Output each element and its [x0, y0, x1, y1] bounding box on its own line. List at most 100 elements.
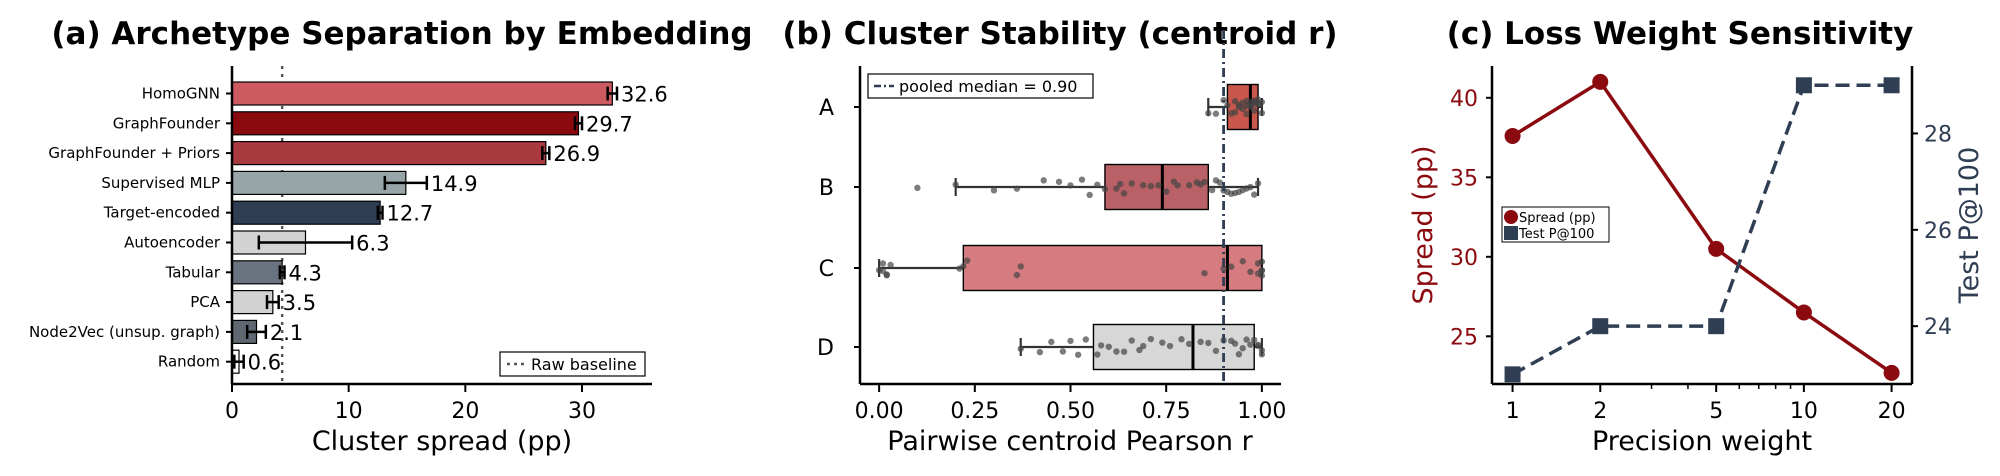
panel-a-title: (a) Archetype Separation by Embedding	[51, 16, 752, 52]
data-point	[1105, 343, 1112, 350]
legend: Spread (pp) Test P@100	[1501, 206, 1610, 243]
data-point	[1155, 182, 1162, 189]
data-point	[1162, 188, 1170, 195]
data-point	[1040, 177, 1047, 184]
x-tick-label: 20	[1878, 399, 1906, 424]
data-point	[887, 261, 894, 269]
data-point	[1247, 268, 1254, 276]
data-point	[1251, 336, 1258, 344]
x-axis-label: Pairwise centroid Pearson r	[887, 426, 1253, 457]
data-point	[914, 184, 921, 192]
y-ticks-left: 25 30 35 40	[1450, 87, 1492, 350]
box	[1092, 323, 1255, 371]
y-tick-label: 28	[1924, 122, 1952, 147]
data-point	[1205, 339, 1212, 347]
data-point	[1258, 109, 1266, 117]
x-tick-label: 20	[451, 399, 479, 424]
category-label: C	[819, 257, 834, 282]
data-point	[1159, 339, 1166, 346]
data-point	[1094, 351, 1101, 358]
x-tick-label: 0.00	[855, 399, 904, 424]
category-label: A	[819, 96, 834, 121]
data-point	[1504, 127, 1521, 144]
data-point	[1228, 263, 1235, 270]
data-point	[1883, 77, 1900, 94]
x-tick-label: 0	[225, 399, 239, 424]
data-point	[1239, 344, 1246, 352]
data-point	[1254, 180, 1262, 187]
data-point	[1243, 336, 1250, 343]
data-point	[1795, 304, 1812, 321]
y-axis-label-left: Spread (pp)	[1408, 145, 1439, 304]
bar-group: 32.6 29.7 26.9 14.9 12.7 6.3 4.3 3.5 2.1 0.6	[231, 66, 668, 384]
data-point	[1059, 348, 1067, 355]
panel-cluster-stability: (b) Cluster Stability (centroid r) 0.00 0…	[782, 16, 1337, 457]
data-point	[1201, 269, 1208, 277]
x-tick-label: 0.75	[1142, 399, 1191, 424]
data-point	[1117, 180, 1124, 188]
legend-label-precision: Test P@100	[1518, 227, 1594, 242]
data-point	[1178, 336, 1185, 343]
x-tick-label: 5	[1709, 399, 1723, 424]
bar	[231, 81, 613, 106]
category-label: GraphFounder + Priors	[48, 144, 220, 162]
legend-label: pooled median = 0.90	[899, 77, 1077, 96]
data-point	[1247, 341, 1254, 348]
data-point	[1074, 351, 1082, 358]
data-point	[1078, 176, 1086, 183]
data-point	[952, 181, 959, 188]
data-point	[1013, 271, 1021, 279]
x-axis-label: Cluster spread (pp)	[312, 426, 572, 457]
data-point	[1251, 107, 1258, 114]
data-label: 29.7	[586, 112, 633, 136]
data-point	[1086, 191, 1093, 199]
bar	[231, 170, 407, 195]
data-point	[1185, 340, 1193, 348]
legend: Raw baseline	[499, 351, 646, 377]
data-point	[1258, 347, 1266, 354]
panel-archetype-separation: (a) Archetype Separation by Embedding 32…	[29, 16, 753, 457]
data-point	[1258, 258, 1266, 265]
data-label: 14.9	[431, 172, 478, 196]
data-point	[1883, 364, 1900, 381]
data-point	[1239, 258, 1246, 265]
y-axis-label-right: Test P@100	[1954, 147, 1985, 305]
x-tick-label: 0.50	[1046, 399, 1095, 424]
data-point	[1243, 102, 1250, 109]
data-label: 4.3	[289, 261, 322, 285]
data-point	[1258, 98, 1266, 106]
y-tick-label: 40	[1450, 87, 1478, 112]
data-point	[879, 260, 887, 267]
data-point	[1205, 110, 1212, 117]
data-point	[1185, 182, 1193, 189]
x-ticks: 1 2 5 10 20	[1506, 384, 1906, 424]
legend: pooled median = 0.90	[867, 73, 1094, 99]
panel-c-title: (c) Loss Weight Sensitivity	[1447, 16, 1914, 52]
data-point	[963, 257, 971, 264]
data-point	[1101, 185, 1109, 193]
panel-b-title: (b) Cluster Stability (centroid r)	[782, 16, 1337, 52]
category-labels: HomoGNN GraphFounder GraphFounder + Priors…	[29, 85, 232, 371]
data-point	[1216, 179, 1223, 186]
data-point	[1243, 110, 1250, 118]
x-tick-label: 0.25	[950, 399, 999, 424]
data-point	[1082, 336, 1090, 343]
data-point	[1170, 178, 1178, 185]
data-point	[1017, 263, 1024, 270]
data-point	[1235, 351, 1243, 358]
category-label: HomoGNN	[142, 85, 220, 103]
data-point	[1231, 340, 1239, 347]
y-tick-label: 24	[1924, 315, 1952, 340]
data-label: 32.6	[621, 83, 668, 107]
data-point	[1147, 182, 1155, 190]
legend-label-spread: Spread (pp)	[1519, 211, 1596, 226]
data-label: 6.3	[356, 232, 389, 256]
data-point	[1197, 181, 1204, 188]
data-point	[1208, 186, 1216, 194]
data-point	[1212, 347, 1220, 355]
data-point	[990, 187, 998, 194]
data-point	[1795, 77, 1812, 94]
data-point	[1247, 183, 1254, 191]
x-tick-label: 1	[1506, 399, 1520, 424]
